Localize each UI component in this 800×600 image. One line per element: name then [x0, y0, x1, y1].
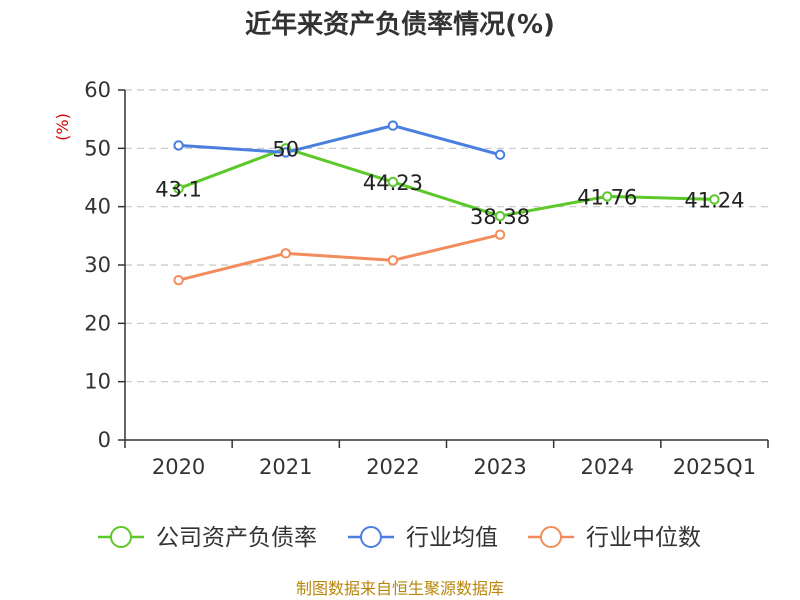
point-s1-2020	[173, 140, 184, 151]
point-s0-2025Q1	[709, 194, 720, 205]
y-tick-label-60: 60	[84, 78, 111, 102]
point-s1-2022	[387, 120, 399, 131]
x-tick-labels: 2020 2021 2022 2023 2024 2025Q1	[152, 455, 756, 479]
y-tick-labels: 0 10 20 30 40 50 60	[84, 78, 111, 452]
legend: 公司资产负债率 行业均值 行业中位数	[98, 525, 701, 551]
x-tick-label-2022: 2022	[366, 455, 419, 479]
legend-label-2: 行业中位数	[586, 525, 701, 551]
point-s0-2023	[494, 210, 506, 222]
point-s0-2020	[173, 183, 184, 194]
y-tick-label-20: 20	[84, 311, 111, 335]
x-tick-label-2023: 2023	[473, 455, 526, 479]
data-label-2023: 38.38	[470, 205, 530, 229]
x-tick-label-2021: 2021	[259, 455, 312, 479]
chart-title: 近年来资产负债率情况(%)	[245, 9, 555, 40]
gridlines	[125, 89, 768, 383]
point-s1-2023	[494, 149, 506, 160]
legend-label-0: 公司资产负债率	[156, 525, 317, 551]
data-label-2020: 43.1	[155, 178, 202, 202]
data-label-2022: 44.23	[363, 171, 423, 195]
y-tick-label-0: 0	[98, 428, 111, 452]
legend-label-1: 行业均值	[406, 525, 498, 551]
legend-marker-0	[110, 526, 132, 548]
point-s0-2024	[602, 191, 613, 202]
source-note: 制图数据来自恒生聚源数据库	[296, 579, 504, 598]
data-labels: 43.1 50 44.23 38.38 41.76 41.24	[155, 137, 744, 229]
x-tick-label-2020: 2020	[152, 455, 205, 479]
y-tick-label-50: 50	[84, 136, 111, 160]
data-label-2024: 41.76	[577, 185, 637, 209]
point-s1-2021	[280, 147, 291, 158]
y-tick-label-40: 40	[84, 195, 111, 219]
x-tick-label-2025Q1: 2025Q1	[673, 455, 756, 479]
series-line-1	[178, 124, 501, 157]
axes	[118, 89, 769, 448]
legend-marker-2	[540, 526, 562, 548]
series-line-0	[178, 146, 715, 218]
series-line-2	[178, 233, 501, 282]
point-s2-2022	[387, 255, 399, 266]
y-tick-label-30: 30	[84, 253, 111, 277]
point-s2-2021	[280, 248, 291, 259]
y-tick-label-10: 10	[84, 370, 111, 394]
point-s0-2022	[387, 176, 399, 188]
data-label-2021: 50	[272, 137, 299, 161]
x-tick-label-2024: 2024	[581, 455, 634, 479]
point-s2-2020	[173, 274, 184, 286]
series-lines	[173, 120, 720, 286]
legend-marker-1	[360, 526, 382, 548]
point-s2-2023	[494, 229, 506, 240]
data-label-2025Q1: 41.24	[684, 188, 744, 212]
y-axis-label: (%)	[53, 113, 72, 141]
